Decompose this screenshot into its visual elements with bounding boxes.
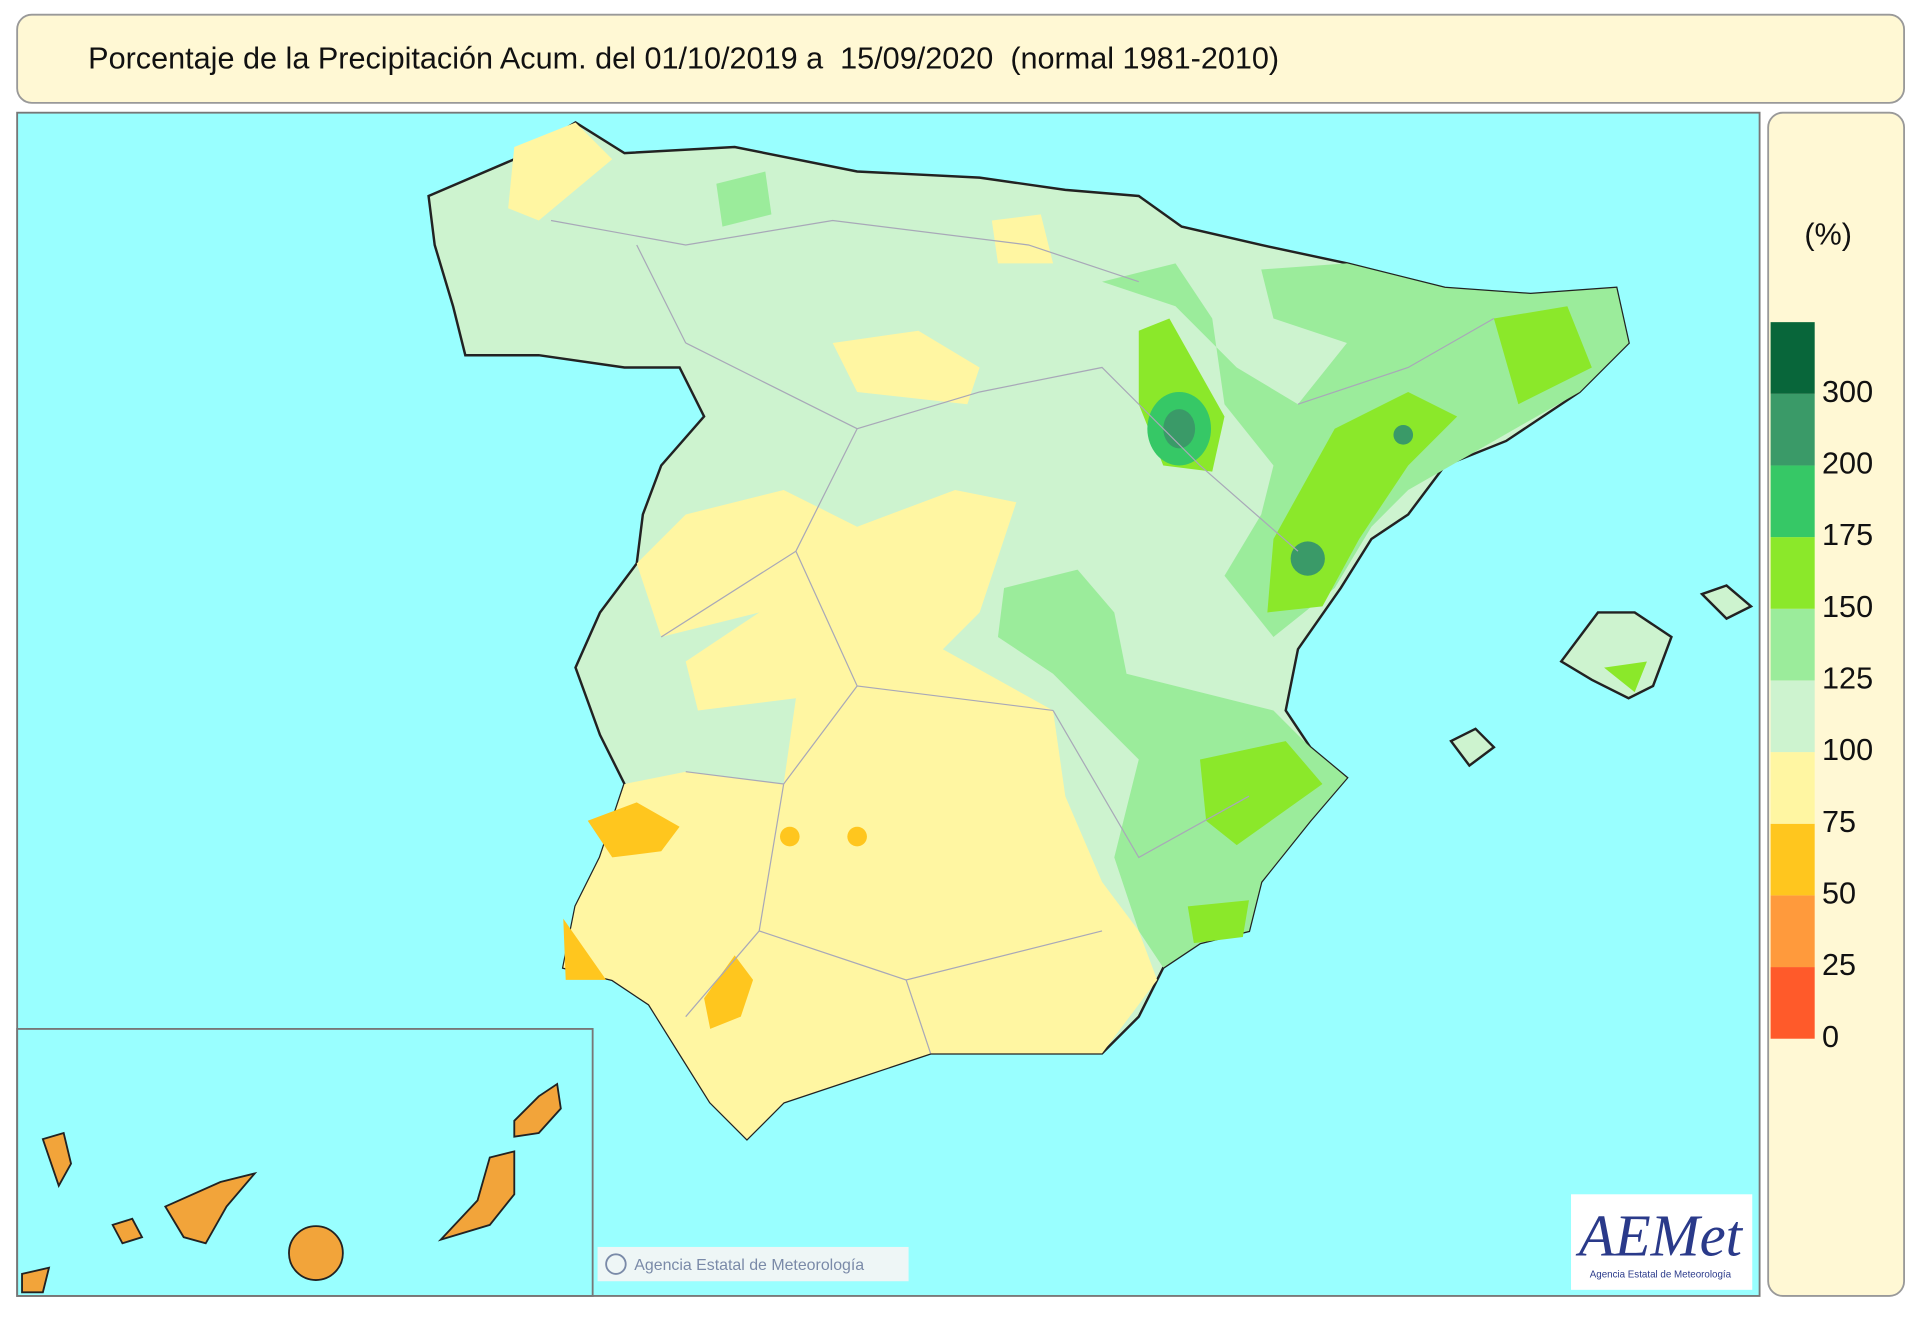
legend-swatch bbox=[1770, 680, 1815, 753]
dry-core bbox=[563, 802, 754, 1029]
legend-swatch bbox=[1770, 967, 1815, 1039]
legend-tick-label: 0 bbox=[1822, 1020, 1839, 1054]
canary-islands bbox=[21, 1082, 562, 1294]
legend-tick-label: 200 bbox=[1822, 447, 1873, 481]
logo: AEMet bbox=[1575, 1204, 1744, 1269]
credit-text: Agencia Estatal de Meteorología bbox=[634, 1257, 864, 1274]
logo-box bbox=[1571, 1194, 1753, 1290]
wettest-zone bbox=[1290, 541, 1325, 576]
legend-unit: (%) bbox=[1804, 217, 1852, 251]
legend-tick-label: 100 bbox=[1822, 733, 1873, 767]
logo-caption: Agencia Estatal de Meteorología bbox=[1590, 1270, 1732, 1281]
legend-tick-label: 25 bbox=[1822, 948, 1856, 982]
dry-zone bbox=[563, 489, 1158, 1140]
dry-core bbox=[780, 826, 800, 847]
province-borders bbox=[550, 219, 1495, 1054]
legend-tick-label: 125 bbox=[1822, 662, 1873, 696]
very-wet-zone bbox=[1604, 661, 1647, 693]
legend-tick-label: 75 bbox=[1822, 805, 1856, 839]
legend-swatch bbox=[1770, 393, 1815, 466]
legend-swatch bbox=[1770, 823, 1815, 896]
map-title: Porcentaje de la Precipitación Acum. del… bbox=[88, 42, 1279, 76]
legend-tick-label: 300 bbox=[1822, 375, 1873, 409]
legend-swatch bbox=[1770, 608, 1815, 681]
legend-swatch bbox=[1770, 537, 1815, 609]
copyright-icon bbox=[605, 1253, 627, 1275]
legend-tick-label: 175 bbox=[1822, 518, 1873, 552]
legend-swatch bbox=[1770, 895, 1815, 968]
legend-scale: 0 25 50 75 100 125 150 175 200 300 bbox=[1770, 322, 1873, 1054]
legend-tick-label: 150 bbox=[1822, 590, 1873, 624]
very-wet-zone bbox=[1187, 306, 1592, 944]
legend-tick-label: 50 bbox=[1822, 876, 1856, 910]
dry-core bbox=[847, 826, 867, 847]
wettest-zone bbox=[1163, 409, 1196, 449]
credit-box bbox=[597, 1246, 909, 1282]
wet-zone bbox=[716, 171, 1347, 968]
dry-zone bbox=[508, 122, 1054, 405]
canary-inset bbox=[16, 1028, 594, 1297]
legend-swatch bbox=[1770, 465, 1815, 538]
title-box bbox=[16, 13, 1905, 104]
legend-swatch bbox=[1770, 752, 1815, 824]
wettest-zone bbox=[1393, 425, 1414, 445]
balearic-islands bbox=[1449, 584, 1754, 768]
legend-swatch bbox=[1770, 322, 1815, 394]
